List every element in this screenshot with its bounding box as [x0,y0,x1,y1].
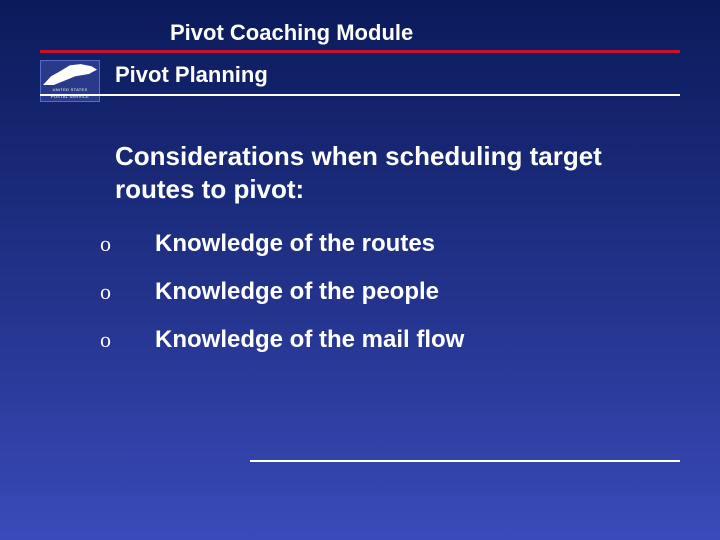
subtitle: Pivot Planning [115,62,268,88]
bullet-marker: o [100,231,155,257]
bullet-marker: o [100,279,155,305]
list-item: o Knowledge of the routes [100,230,640,258]
bullet-text: Knowledge of the people [155,278,439,306]
content-heading: Considerations when scheduling target ro… [115,140,645,205]
bullet-list: o Knowledge of the routes o Knowledge of… [100,230,640,374]
module-title: Pivot Coaching Module [170,20,413,46]
bullet-marker: o [100,327,155,353]
white-divider-bottom [250,460,680,462]
white-divider-top [40,94,680,96]
logo-text-line1: UNITED STATES [53,87,88,92]
bullet-text: Knowledge of the routes [155,230,435,258]
bullet-text: Knowledge of the mail flow [155,326,464,354]
red-divider [40,50,680,53]
eagle-icon [43,63,97,85]
list-item: o Knowledge of the mail flow [100,326,640,354]
list-item: o Knowledge of the people [100,278,640,306]
